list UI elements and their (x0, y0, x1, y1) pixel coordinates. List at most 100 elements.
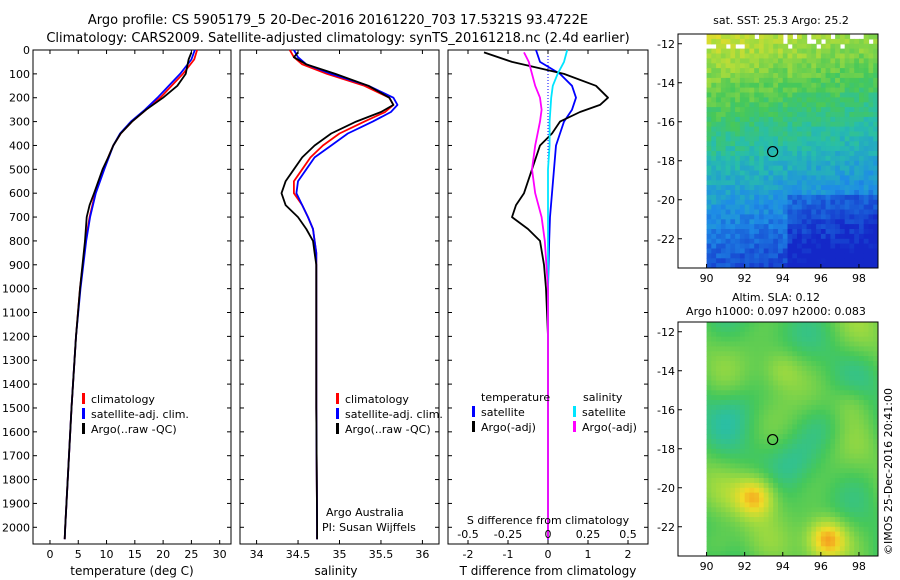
heatmap-cell (768, 116, 774, 123)
heatmap-cell (730, 361, 736, 367)
heatmap-cell (744, 190, 751, 196)
heatmap-cell (749, 170, 755, 176)
heatmap-cell (716, 507, 722, 513)
heatmap-cell (825, 351, 831, 357)
heatmap-cell (720, 97, 727, 103)
heatmap-cell (797, 551, 803, 556)
heatmap-cell (844, 453, 851, 460)
heatmap-cell (739, 497, 746, 503)
heatmap-cell (859, 53, 865, 59)
heatmap-cell (844, 492, 851, 499)
heatmap-cell (773, 473, 779, 479)
heatmap-cell (735, 375, 741, 382)
heatmap-cell (763, 502, 770, 508)
heatmap-cell (787, 526, 793, 533)
heatmap-cell (725, 224, 731, 230)
heatmap-cell (811, 380, 817, 386)
heatmap-cell (725, 361, 731, 367)
heatmap-cell (720, 136, 727, 142)
heatmap-cell (816, 136, 822, 142)
heatmap-cell (830, 229, 836, 235)
heatmap-cell (716, 219, 722, 225)
heatmap-cell (839, 453, 846, 460)
heatmap-cell (787, 551, 793, 556)
heatmap-cell (825, 102, 831, 108)
heatmap-cell (787, 346, 793, 352)
heatmap-cell (730, 87, 736, 94)
heatmap-cell (773, 165, 779, 172)
heatmap-cell (744, 507, 751, 513)
heatmap-cell (792, 458, 798, 464)
heatmap-cell (768, 409, 774, 416)
heatmap-cell (849, 199, 855, 206)
heatmap-cell (749, 331, 755, 338)
heatmap-cell (792, 526, 798, 533)
heatmap-cell (730, 92, 736, 98)
heatmap-cell (792, 190, 798, 196)
heatmap-cell (806, 224, 812, 230)
heatmap-cell (706, 73, 712, 79)
heatmap-cell (720, 322, 727, 328)
heatmap-cell (849, 400, 855, 406)
heatmap-cell (859, 199, 865, 206)
heatmap-cell (754, 380, 760, 386)
heatmap-cell (863, 551, 870, 556)
heatmap-cell (806, 521, 812, 528)
heatmap-cell (782, 190, 789, 196)
heatmap-cell (806, 380, 812, 386)
heatmap-cell (811, 434, 817, 440)
heatmap-cell (811, 439, 817, 445)
heatmap-cell (816, 229, 822, 235)
heatmap-cell (763, 400, 770, 406)
heatmap-cell (763, 63, 770, 69)
heatmap-cell (730, 165, 736, 172)
heatmap-cell (797, 199, 803, 206)
heatmap-cell (711, 258, 717, 264)
heatmap-cell (778, 34, 784, 40)
heatmap-cell (792, 48, 798, 55)
heatmap-cell (720, 487, 727, 494)
heatmap-cell (778, 165, 784, 172)
heatmap-cell (716, 395, 722, 401)
heatmap-cell (744, 409, 751, 416)
heatmap-cell (825, 53, 831, 59)
heatmap-cell (739, 326, 746, 333)
heatmap-cell (797, 419, 803, 425)
heatmap-cell (811, 443, 817, 450)
heatmap-cell (816, 53, 822, 59)
heatmap-cell (820, 521, 827, 528)
heatmap-cell (725, 116, 731, 123)
heatmap-cell (759, 502, 765, 508)
heatmap-cell (744, 87, 751, 94)
heatmap-cell (720, 141, 727, 147)
heatmap-cell (825, 43, 831, 50)
heatmap-cell (873, 541, 878, 547)
heatmap-cell (854, 463, 860, 469)
heatmap-cell (773, 180, 779, 186)
heatmap-cell (754, 346, 760, 352)
lon-tick-label: 96 (814, 272, 828, 285)
heatmap-cell (863, 116, 870, 123)
heatmap-cell (863, 434, 870, 440)
heatmap-cell (730, 517, 736, 523)
heatmap-cell (830, 526, 836, 533)
heatmap-cell (835, 160, 841, 167)
heatmap-cell (706, 92, 712, 98)
heatmap-cell (806, 53, 812, 59)
heatmap-cell (811, 165, 817, 172)
heatmap-cell (820, 346, 827, 352)
heatmap-cell (792, 390, 798, 396)
heatmap-cell (711, 248, 717, 254)
heatmap-cell (744, 243, 751, 250)
sst-map-frame (677, 33, 879, 269)
heatmap-cell (811, 546, 817, 552)
heatmap-cell (854, 53, 860, 59)
heatmap-cell (835, 478, 841, 484)
heatmap-cell (835, 536, 841, 542)
heatmap-cell (849, 263, 855, 268)
heatmap-cell (859, 487, 865, 494)
heatmap-cell (868, 102, 874, 108)
heatmap-cell (873, 414, 878, 421)
heatmap-cell (816, 258, 822, 264)
heatmap-cell (844, 68, 851, 74)
